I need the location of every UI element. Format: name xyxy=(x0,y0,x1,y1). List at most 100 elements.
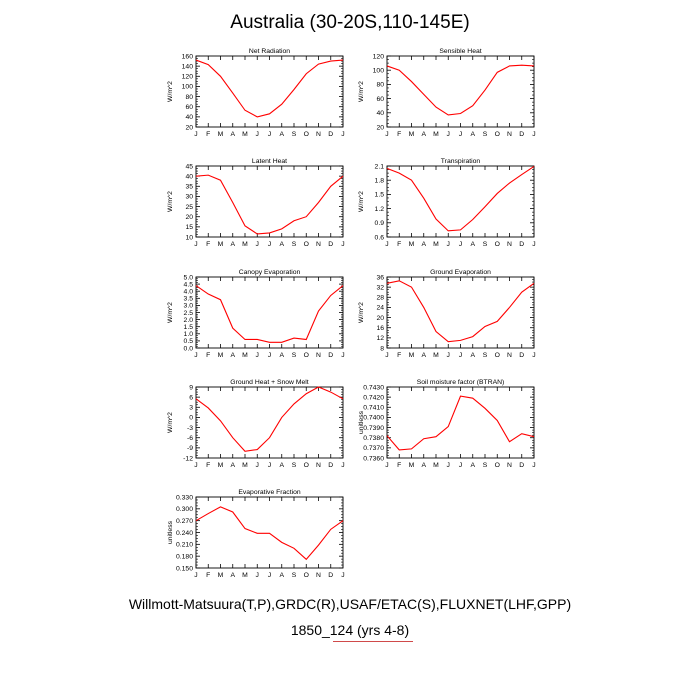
x-tick-label: N xyxy=(507,352,512,359)
panel-title: Canopy Evaporation xyxy=(239,269,301,276)
x-tick-label: O xyxy=(304,131,309,138)
y-tick-label: 9 xyxy=(189,384,193,391)
x-tick-label: O xyxy=(495,352,500,359)
series-line xyxy=(195,174,344,235)
y-tick-label: 8 xyxy=(380,345,384,352)
x-tick-label: A xyxy=(421,352,426,359)
x-tick-label: J xyxy=(385,462,388,469)
x-tick-label: J xyxy=(459,352,462,359)
y-tick-label: 100 xyxy=(182,84,194,91)
x-tick-label: M xyxy=(409,352,415,359)
y-tick-label: 32 xyxy=(376,284,384,291)
x-tick-label: N xyxy=(316,241,321,248)
y-tick-label: 1.5 xyxy=(184,324,194,331)
footer-underline xyxy=(333,641,413,642)
x-tick-label: J xyxy=(532,131,535,138)
x-tick-label: M xyxy=(433,462,439,469)
plot-frame xyxy=(195,55,344,128)
x-tick-label: F xyxy=(206,352,210,359)
x-tick-label: D xyxy=(519,462,524,469)
x-tick-label: J xyxy=(532,241,535,248)
panel-title: Net Radiation xyxy=(249,48,290,55)
chart-panel-7: Ground Heat + Snow Melt W/m^2 -12 -9 -6 -3 0 3 6… xyxy=(167,379,345,469)
y-tick-label: 3 xyxy=(189,405,193,412)
x-tick-label: J xyxy=(256,572,259,579)
x-tick-label: J xyxy=(532,462,535,469)
footer-sources: Willmott-Matsuura(T,P),GRDC(R),USAF/ETAC… xyxy=(128,596,572,612)
y-tick-label: 10 xyxy=(185,234,193,241)
x-tick-label: N xyxy=(316,462,321,469)
series-line xyxy=(386,166,535,232)
panel-title: Transpiration xyxy=(441,158,481,165)
y-axis-label: W/m^2 xyxy=(358,191,365,212)
footer-case: 1850_124 (yrs 4-8) xyxy=(290,622,410,638)
y-tick-label: 35 xyxy=(185,184,193,191)
x-tick-label: F xyxy=(397,352,401,359)
x-tick-label: J xyxy=(532,352,535,359)
y-tick-label: 120 xyxy=(182,74,194,81)
x-tick-label: A xyxy=(279,352,284,359)
plot-frame xyxy=(386,276,535,349)
x-tick-label: J xyxy=(268,462,271,469)
x-tick-label: D xyxy=(328,462,333,469)
x-tick-label: J xyxy=(194,131,197,138)
plot-frame xyxy=(195,165,344,238)
y-tick-label: 12 xyxy=(376,335,384,342)
y-axis-label: W/m^2 xyxy=(167,81,174,102)
x-tick-label: F xyxy=(206,462,210,469)
series-line xyxy=(386,280,535,343)
y-tick-label: -6 xyxy=(187,435,193,442)
x-tick-label: D xyxy=(519,241,524,248)
x-tick-label: A xyxy=(279,462,284,469)
y-tick-label: 80 xyxy=(376,82,384,89)
panel-title: Evaporative Fraction xyxy=(238,489,301,496)
y-axis-label: W/m^2 xyxy=(167,302,174,323)
y-tick-label: 15 xyxy=(185,224,193,231)
x-tick-label: J xyxy=(268,572,271,579)
panel-title: Latent Heat xyxy=(252,158,287,165)
x-tick-label: A xyxy=(230,462,235,469)
panel-title: Sensible Heat xyxy=(439,48,481,55)
y-axis-label: W/m^2 xyxy=(358,302,365,323)
y-tick-label: 0.300 xyxy=(176,506,193,513)
x-tick-label: M xyxy=(218,572,224,579)
x-tick-label: J xyxy=(447,462,450,469)
x-tick-label: J xyxy=(385,352,388,359)
chart-panel-1: Net Radiation W/m^2 20 40 60 80 100 120 140 160 J F… xyxy=(167,48,345,138)
x-tick-label: D xyxy=(328,352,333,359)
y-tick-label: 0.7430 xyxy=(363,384,384,391)
y-tick-label: 0.9 xyxy=(375,220,385,227)
x-tick-label: M xyxy=(218,462,224,469)
x-tick-label: A xyxy=(421,462,426,469)
x-tick-label: S xyxy=(292,462,297,469)
panel-title: Ground Heat + Snow Melt xyxy=(230,379,309,386)
y-tick-label: 4.0 xyxy=(184,289,194,296)
x-tick-label: M xyxy=(218,131,224,138)
x-tick-label: J xyxy=(341,241,344,248)
x-tick-label: M xyxy=(433,352,439,359)
x-tick-label: J xyxy=(194,352,197,359)
series-line xyxy=(195,59,344,118)
y-tick-label: 40 xyxy=(376,110,384,117)
x-tick-label: J xyxy=(341,352,344,359)
y-tick-label: 20 xyxy=(376,124,384,131)
x-tick-label: S xyxy=(483,462,488,469)
y-tick-label: 5.0 xyxy=(184,274,194,281)
x-tick-label: S xyxy=(483,352,488,359)
x-tick-label: O xyxy=(304,352,309,359)
x-tick-label: M xyxy=(242,462,248,469)
y-tick-label: 6 xyxy=(189,394,193,401)
y-tick-label: 45 xyxy=(185,163,193,170)
x-tick-label: N xyxy=(507,462,512,469)
x-tick-label: J xyxy=(256,241,259,248)
series-line xyxy=(195,386,344,452)
x-tick-label: A xyxy=(470,352,475,359)
x-tick-label: O xyxy=(495,241,500,248)
x-tick-label: D xyxy=(328,241,333,248)
y-tick-label: 0.7360 xyxy=(363,455,384,462)
x-tick-label: F xyxy=(397,462,401,469)
x-tick-label: A xyxy=(279,131,284,138)
x-tick-label: J xyxy=(341,462,344,469)
